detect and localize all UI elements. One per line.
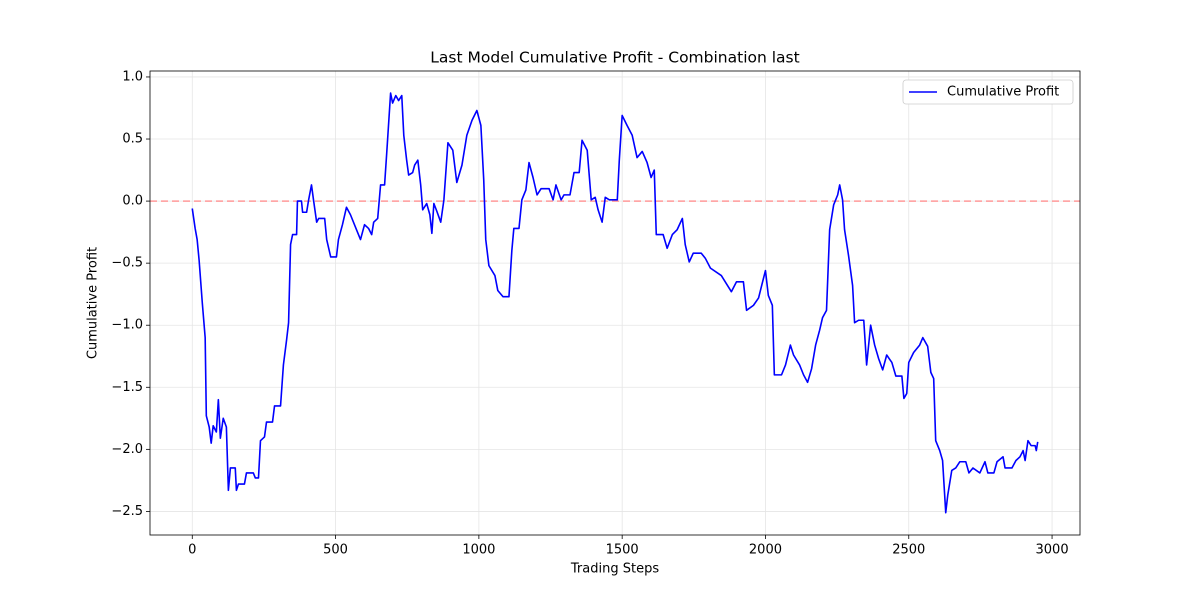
y-tick-label: 1.0	[122, 69, 143, 84]
data-line	[191, 92, 1039, 514]
y-axis-label: Cumulative Profit	[86, 247, 101, 359]
x-tick-label: 3000	[1036, 543, 1069, 558]
x-tick-label: 1000	[462, 543, 495, 558]
x-tick-label: 1500	[606, 543, 639, 558]
y-tick-label: −1.0	[111, 318, 143, 333]
legend-label: Cumulative Profit	[947, 85, 1059, 100]
y-tick-label: −0.5	[111, 256, 143, 271]
x-axis-label: Trading Steps	[570, 562, 659, 577]
y-tick-label: 0.5	[122, 132, 143, 147]
plot-frame	[149, 70, 1081, 536]
x-tick-label: 2500	[892, 543, 925, 558]
x-tick-label: 500	[323, 543, 348, 558]
y-tick-label: −2.0	[111, 442, 143, 457]
legend-box	[902, 79, 1074, 105]
x-tick-label: 0	[188, 543, 196, 558]
y-tick-label: −1.5	[111, 380, 143, 395]
x-tick-label: 2000	[749, 543, 782, 558]
chart-title: Last Model Cumulative Profit - Combinati…	[430, 49, 799, 67]
y-tick-label: 0.0	[122, 194, 143, 209]
y-tick-label: −2.5	[111, 504, 143, 519]
